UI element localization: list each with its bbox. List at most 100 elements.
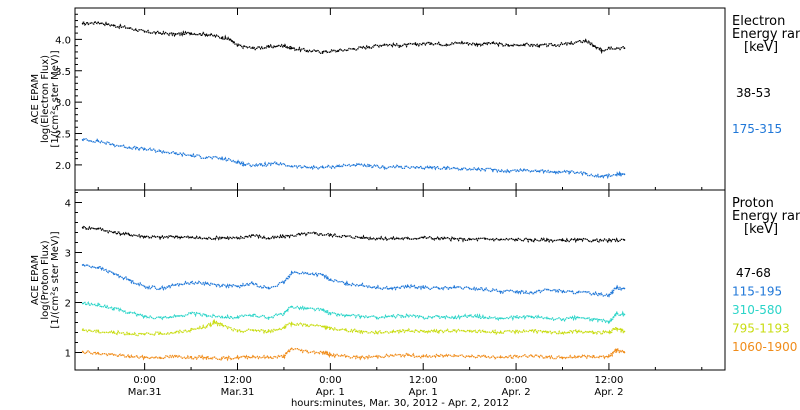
data-point	[205, 156, 208, 159]
data-point	[267, 46, 270, 48]
data-point	[468, 287, 471, 290]
series-175-315	[81, 137, 626, 180]
data-point	[97, 140, 100, 142]
data-point	[546, 239, 548, 241]
legend-title-line: [keV]	[744, 222, 778, 237]
data-point	[623, 351, 626, 354]
data-point	[422, 236, 425, 239]
data-point	[515, 316, 517, 319]
data-point	[143, 356, 146, 359]
data-point	[615, 286, 618, 289]
series-line	[82, 137, 625, 180]
data-point	[538, 170, 541, 173]
legend-entry: 38-53	[736, 86, 771, 100]
data-point	[623, 287, 626, 290]
data-point	[283, 326, 285, 329]
data-point	[112, 24, 115, 27]
data-point	[623, 313, 626, 316]
data-point	[143, 333, 146, 336]
data-point	[507, 44, 510, 47]
legend-entry: 175-315	[732, 122, 782, 136]
data-point	[592, 44, 595, 47]
legend-title-line: Electron	[732, 14, 785, 29]
legend-entry: 47-68	[736, 266, 771, 280]
data-point	[306, 49, 308, 52]
data-point	[600, 175, 603, 178]
data-point	[468, 314, 471, 317]
data-point	[174, 355, 177, 358]
data-point	[290, 47, 293, 50]
data-point	[128, 27, 131, 29]
y-tick-label: 3	[65, 249, 71, 260]
data-point	[406, 354, 409, 356]
data-point	[530, 291, 533, 294]
data-point	[283, 44, 285, 47]
x-tick-label-time: 12:00	[409, 375, 438, 386]
data-point	[344, 314, 347, 317]
data-point	[190, 329, 193, 331]
data-point	[615, 174, 618, 176]
data-point	[81, 226, 84, 229]
data-point	[608, 294, 610, 296]
y-tick-label: 2	[65, 299, 71, 310]
data-point	[561, 318, 564, 321]
data-point	[159, 356, 162, 359]
series-line	[82, 301, 625, 325]
data-point	[298, 233, 301, 236]
legend-entry: 1060-1900	[732, 340, 797, 354]
data-point	[252, 314, 254, 316]
data-point	[360, 284, 363, 286]
data-point	[522, 169, 525, 171]
data-point	[360, 330, 363, 333]
data-point	[236, 356, 239, 359]
x-tick-label-date: Mar.31	[221, 387, 255, 398]
y-axis-label-line: [1/(cm²s ster MeV)]	[50, 50, 61, 147]
x-tick-label-date: Mar.31	[128, 387, 162, 398]
data-point	[143, 30, 146, 33]
data-point	[321, 274, 324, 276]
x-tick-label-date: Apr. 1	[316, 387, 345, 398]
data-point	[205, 325, 208, 328]
data-point	[484, 288, 486, 291]
data-point	[329, 354, 332, 356]
data-point	[159, 32, 162, 34]
data-point	[221, 315, 223, 318]
data-point	[468, 238, 471, 241]
data-point	[592, 318, 595, 321]
data-point	[360, 236, 363, 239]
data-point	[290, 165, 293, 168]
data-point	[561, 239, 564, 242]
data-point	[344, 235, 347, 238]
data-point	[499, 356, 502, 359]
data-point	[546, 331, 548, 334]
data-point	[314, 232, 316, 235]
data-point	[221, 36, 223, 39]
data-point	[174, 33, 177, 36]
data-point	[352, 164, 355, 166]
data-point	[406, 329, 409, 332]
data-point	[190, 32, 193, 34]
data-point	[391, 315, 394, 318]
data-point	[406, 314, 409, 317]
data-point	[600, 49, 603, 52]
data-point	[615, 312, 618, 315]
plot-frame	[74, 189, 726, 371]
data-point	[321, 166, 324, 169]
data-point	[290, 271, 293, 274]
data-point	[143, 148, 146, 151]
data-point	[492, 169, 494, 171]
data-point	[445, 167, 448, 169]
data-point	[190, 312, 193, 315]
data-point	[267, 316, 270, 319]
data-point	[569, 42, 572, 45]
series-line	[82, 225, 625, 244]
data-point	[437, 355, 440, 357]
data-point	[97, 227, 100, 230]
data-point	[236, 44, 239, 47]
data-point	[406, 285, 409, 288]
data-point	[437, 287, 440, 290]
y-tick-label: 3.0	[55, 98, 71, 109]
data-point	[283, 235, 285, 238]
